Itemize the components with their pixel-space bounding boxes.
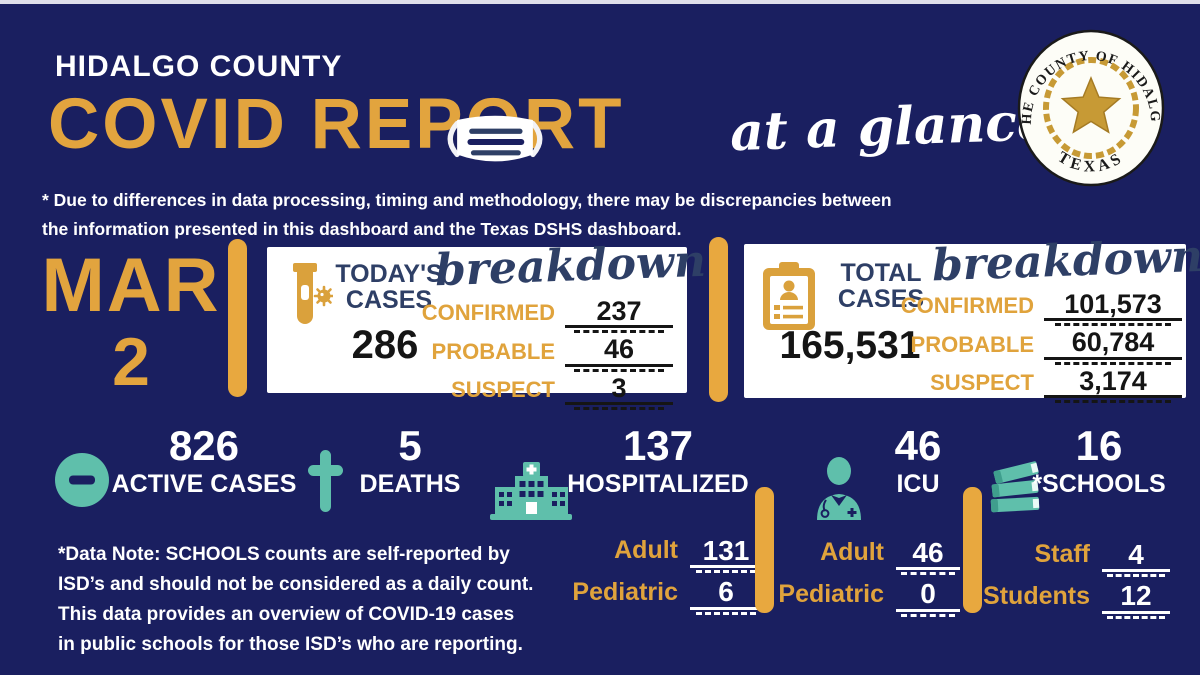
icu-label: ICU bbox=[896, 470, 940, 498]
detail-row: Adult 46 bbox=[766, 538, 960, 576]
total-breakdown-title: breakdown bbox=[931, 230, 1200, 292]
total-breakdown-rows: CONFIRMED 101,573 PROBABLE 60,784 SUSPEC… bbox=[896, 290, 1186, 405]
hospital-icon bbox=[490, 462, 572, 520]
detail-row: Students 12 bbox=[982, 581, 1170, 620]
clipboard-icon bbox=[763, 262, 815, 330]
breakdown-row: SUSPECT 3 bbox=[405, 373, 680, 411]
data-note: *Data Note: SCHOOLS counts are self-repo… bbox=[58, 544, 534, 655]
todays-cases-label: TODAY'S CASES bbox=[335, 260, 443, 314]
date-month: MAR bbox=[41, 243, 221, 328]
detail-row: Staff 4 bbox=[982, 540, 1170, 578]
title-after: RT bbox=[523, 85, 625, 164]
divider-bar bbox=[755, 487, 774, 613]
todays-cases-panel: TODAY'S CASES 286 breakdown CONFIRMED 23… bbox=[267, 236, 707, 411]
cross-icon bbox=[308, 450, 343, 512]
detail-row: Pediatric 0 bbox=[766, 579, 960, 618]
icu-stat: 46 ICU bbox=[866, 424, 970, 498]
doctor-icon bbox=[817, 457, 861, 520]
active-cases-label: ACTIVE CASES bbox=[111, 470, 297, 498]
face-mask-icon bbox=[447, 115, 543, 162]
schools-value: 16 bbox=[1075, 422, 1123, 469]
detail-row: Adult 131 bbox=[538, 536, 762, 574]
title-before: COVID REP bbox=[48, 85, 466, 164]
disclaimer: * Due to differences in data processing,… bbox=[42, 186, 892, 244]
title-masked-letter: O bbox=[447, 84, 543, 165]
deaths-value: 5 bbox=[398, 422, 422, 469]
disclaimer-line1: * Due to differences in data processing,… bbox=[42, 190, 892, 210]
hospitalized-detail-rows: Adult 131 Pediatric 6 bbox=[538, 536, 762, 619]
todays-breakdown-title: breakdown bbox=[434, 235, 707, 297]
icu-detail-rows: Adult 46 Pediatric 0 bbox=[766, 538, 960, 621]
todays-cases-value: 286 bbox=[351, 323, 419, 367]
divider-bar bbox=[228, 239, 247, 397]
minus-circle-icon bbox=[55, 453, 109, 507]
todays-breakdown-rows: CONFIRMED 237 PROBABLE 46 SUSPECT 3 bbox=[405, 297, 680, 412]
hospitalized-value: 137 bbox=[622, 422, 694, 469]
hospitalized-label: HOSPITALIZED bbox=[567, 470, 749, 498]
seal-star bbox=[1060, 76, 1122, 134]
breakdown-row: PROBABLE 46 bbox=[405, 335, 680, 373]
total-cases-panel: TOTAL CASES 165,531 breakdown CONFIRMED … bbox=[744, 231, 1200, 404]
active-cases-stat: 826 ACTIVE CASES bbox=[108, 424, 300, 498]
breakdown-row: CONFIRMED 237 bbox=[405, 297, 680, 334]
divider-bar bbox=[709, 237, 728, 402]
disclaimer-line2: the information presented in this dashbo… bbox=[42, 219, 682, 239]
hidalgo-county-seal: THE COUNTY OF HIDALGO TEXAS bbox=[1016, 28, 1165, 187]
schools-detail-rows: Staff 4 Students 12 bbox=[982, 540, 1170, 623]
test-tube-icon bbox=[293, 263, 333, 324]
page-title: COVID REPO RT bbox=[48, 84, 624, 165]
detail-row: Pediatric 6 bbox=[538, 577, 762, 616]
total-cases-label: TOTAL CASES bbox=[837, 259, 925, 313]
deaths-stat: 5 DEATHS bbox=[346, 424, 474, 498]
divider-bar bbox=[963, 487, 982, 613]
report-date: MAR 2 bbox=[35, 243, 227, 400]
breakdown-row: PROBABLE 60,784 bbox=[896, 328, 1186, 366]
breakdown-row: CONFIRMED 101,573 bbox=[896, 290, 1186, 327]
books-stack-icon bbox=[990, 461, 1040, 513]
breakdown-row: SUSPECT 3,174 bbox=[896, 366, 1186, 404]
county-name: HIDALGO COUNTY bbox=[55, 50, 343, 83]
top-border-strip bbox=[0, 0, 1200, 4]
date-day: 2 bbox=[112, 324, 150, 400]
schools-label: *SCHOOLS bbox=[1032, 470, 1166, 498]
total-cases-value: 165,531 bbox=[779, 324, 921, 367]
active-cases-value: 826 bbox=[168, 422, 240, 469]
icu-value: 46 bbox=[894, 422, 942, 469]
deaths-label: DEATHS bbox=[359, 470, 461, 498]
hospitalized-stat: 137 HOSPITALIZED bbox=[562, 424, 754, 498]
schools-stat: 16 *SCHOOLS bbox=[1032, 424, 1166, 498]
